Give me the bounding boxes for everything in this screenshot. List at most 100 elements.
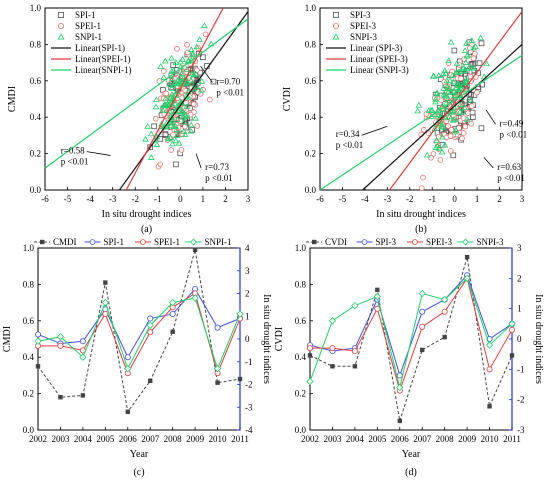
y-tick-label: 0.4 bbox=[305, 112, 317, 122]
y2-tick-label: -1 bbox=[245, 357, 253, 367]
data-point bbox=[485, 341, 494, 349]
data-point bbox=[486, 366, 493, 373]
data-point bbox=[174, 45, 180, 52]
x-tick-label: 2004 bbox=[346, 434, 365, 444]
data-point bbox=[167, 121, 175, 128]
legend-marker bbox=[40, 239, 45, 245]
data-point bbox=[470, 114, 476, 120]
data-point bbox=[396, 372, 403, 379]
data-point bbox=[462, 59, 470, 65]
data-point bbox=[172, 123, 179, 129]
annotation-text: p <0.01 bbox=[205, 173, 233, 183]
x-tick-label: 2 bbox=[497, 194, 502, 204]
x-tick-label: 2004 bbox=[74, 434, 93, 444]
data-point bbox=[170, 329, 175, 334]
data-point bbox=[168, 68, 175, 74]
legend-label: SNPI-1 bbox=[205, 237, 232, 247]
data-point bbox=[508, 320, 516, 328]
data-point bbox=[198, 77, 206, 84]
x-tick-label: 2010 bbox=[209, 434, 228, 444]
series-line bbox=[37, 249, 241, 414]
y-tick-label: 1.0 bbox=[295, 243, 307, 253]
data-point bbox=[159, 106, 166, 113]
data-point bbox=[187, 127, 195, 134]
data-point bbox=[455, 86, 463, 93]
y-axis-label: CVDI bbox=[274, 327, 285, 351]
data-point bbox=[169, 140, 176, 147]
y-tick-label: 0.2 bbox=[23, 389, 34, 399]
series-line bbox=[309, 256, 513, 422]
legend-label: Linear(SNPI-1) bbox=[75, 65, 131, 75]
data-point bbox=[153, 96, 160, 103]
legend-marker bbox=[332, 33, 340, 40]
y2-tick-label: -4 bbox=[245, 425, 253, 435]
legend-label: CVDI bbox=[325, 237, 347, 247]
regression-line bbox=[125, 7, 224, 191]
data-point bbox=[148, 378, 153, 384]
data-point bbox=[447, 148, 454, 154]
y2-axis-label: In situ drought indices bbox=[261, 294, 272, 384]
x-tick-label: -1 bbox=[428, 194, 436, 204]
data-point bbox=[425, 130, 432, 136]
legend-marker bbox=[57, 33, 65, 40]
data-point bbox=[450, 103, 458, 110]
data-point bbox=[193, 83, 201, 89]
data-point bbox=[469, 109, 476, 116]
y2-tick-label: -2 bbox=[517, 395, 525, 405]
data-point bbox=[428, 107, 436, 113]
data-point bbox=[329, 345, 336, 352]
y-tick-label: 0.6 bbox=[23, 316, 35, 326]
data-point bbox=[487, 404, 492, 409]
data-point bbox=[456, 108, 464, 115]
data-point bbox=[476, 60, 483, 67]
legend-label: CMDI bbox=[53, 237, 77, 247]
data-point bbox=[307, 353, 313, 358]
data-point bbox=[142, 135, 149, 142]
data-point bbox=[147, 315, 154, 322]
legend-marker bbox=[412, 239, 418, 245]
data-point bbox=[171, 100, 179, 107]
data-point bbox=[152, 103, 160, 110]
data-point bbox=[445, 60, 452, 66]
data-point bbox=[170, 131, 176, 138]
data-point bbox=[169, 310, 176, 317]
data-point bbox=[192, 247, 198, 253]
legend-label: SPEI-1 bbox=[154, 237, 180, 247]
data-point bbox=[432, 95, 439, 102]
data-point bbox=[101, 298, 110, 307]
data-point bbox=[471, 67, 478, 74]
legend-label: SPI-1 bbox=[104, 237, 125, 247]
data-point bbox=[430, 151, 437, 157]
annotation-text: r=0.58 bbox=[61, 146, 85, 156]
data-point bbox=[195, 45, 202, 52]
x-tick-label: 0 bbox=[178, 194, 183, 204]
data-point bbox=[168, 54, 175, 61]
regression-line bbox=[362, 43, 523, 191]
legend-label: SNPI-3 bbox=[477, 237, 505, 247]
data-point bbox=[418, 289, 426, 298]
x-axis-label: Year bbox=[402, 449, 421, 460]
x-tick-label: -4 bbox=[361, 194, 369, 204]
x-tick-label: 2003 bbox=[323, 434, 342, 444]
legend-label: Linear (SPI-3) bbox=[350, 43, 402, 53]
data-point bbox=[450, 152, 457, 159]
data-point bbox=[189, 49, 197, 56]
data-point bbox=[188, 80, 196, 87]
x-tick-label: 2009 bbox=[186, 434, 205, 444]
legend-marker bbox=[332, 22, 339, 29]
data-point bbox=[459, 108, 467, 115]
data-point bbox=[441, 141, 449, 148]
data-point bbox=[418, 185, 425, 191]
y2-tick-label: 0 bbox=[517, 334, 522, 344]
data-point bbox=[172, 59, 180, 66]
y-axis-label: CVDI bbox=[282, 87, 293, 111]
data-point bbox=[236, 310, 244, 318]
y-tick-label: 0.4 bbox=[30, 112, 42, 122]
y-tick-label: 0.8 bbox=[23, 279, 35, 289]
x-tick-label: 2003 bbox=[51, 434, 70, 444]
x-tick-label: -2 bbox=[406, 194, 414, 204]
data-point bbox=[173, 132, 181, 139]
annotation-text: r=0.70 bbox=[216, 76, 240, 86]
data-point bbox=[470, 55, 477, 62]
